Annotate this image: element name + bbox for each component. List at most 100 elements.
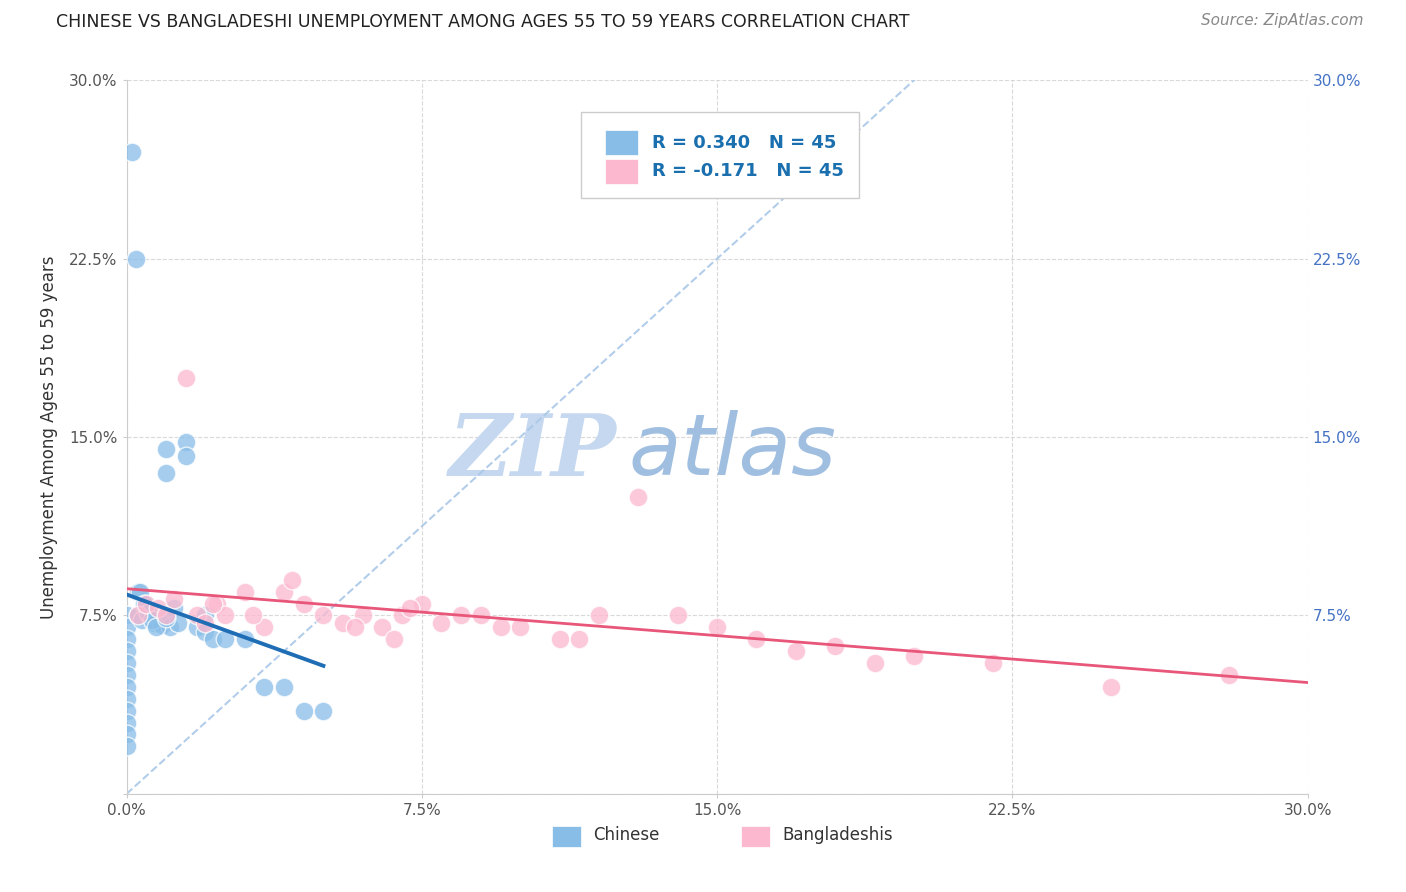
Point (205, 597, 228, 611)
Point (233, 584, 256, 599)
Point (129, 584, 152, 599)
Point (150, 618, 173, 632)
Point (233, 632, 256, 647)
Point (343, 620, 366, 634)
Point (155, 466, 177, 480)
Point (332, 615, 354, 630)
Point (135, 597, 157, 611)
Point (143, 615, 166, 630)
Point (163, 601, 186, 615)
Point (145, 620, 167, 634)
Text: Chinese: Chinese (593, 826, 659, 844)
Point (1099, 680, 1122, 694)
Point (292, 597, 315, 611)
Point (253, 680, 276, 694)
Point (981, 656, 1004, 670)
Point (588, 608, 610, 623)
Point (568, 632, 591, 647)
FancyBboxPatch shape (581, 112, 859, 198)
Point (186, 620, 208, 634)
Bar (551, 826, 581, 847)
Point (115, 668, 138, 682)
Point (450, 608, 472, 623)
Point (273, 680, 295, 694)
Point (214, 632, 236, 647)
Point (174, 434, 197, 449)
Point (115, 727, 138, 741)
Point (382, 632, 405, 647)
Point (411, 597, 433, 611)
Text: Source: ZipAtlas.com: Source: ZipAtlas.com (1201, 13, 1364, 29)
Point (146, 601, 169, 615)
Bar (605, 159, 638, 184)
Point (127, 608, 149, 623)
Point (115, 739, 138, 754)
Point (146, 611, 169, 625)
Point (115, 680, 138, 694)
Point (166, 615, 188, 630)
Point (548, 632, 571, 647)
Point (202, 597, 225, 611)
Point (115, 704, 138, 718)
Point (174, 370, 197, 384)
Point (155, 442, 177, 456)
Y-axis label: Unemployment Among Ages 55 to 59 years: Unemployment Among Ages 55 to 59 years (39, 255, 58, 619)
Point (470, 608, 492, 623)
Point (136, 606, 159, 620)
Point (194, 625, 217, 640)
Point (115, 715, 138, 730)
Text: atlas: atlas (628, 409, 837, 493)
Text: R = 0.340   N = 45: R = 0.340 N = 45 (652, 134, 837, 152)
Point (155, 608, 177, 623)
Point (371, 620, 394, 634)
Point (253, 620, 276, 634)
Point (352, 608, 374, 623)
Text: Bangladeshis: Bangladeshis (782, 826, 893, 844)
Point (139, 608, 162, 623)
Point (115, 644, 138, 658)
Point (134, 597, 156, 611)
Point (273, 584, 295, 599)
Point (627, 490, 650, 504)
Point (127, 584, 149, 599)
Point (141, 613, 163, 627)
Text: ZIP: ZIP (449, 409, 617, 493)
Point (242, 608, 264, 623)
Point (391, 608, 413, 623)
Point (163, 591, 186, 606)
Point (430, 615, 453, 630)
Point (863, 656, 886, 670)
Point (785, 644, 807, 658)
Point (292, 704, 315, 718)
Point (125, 252, 148, 266)
Point (115, 632, 138, 647)
Point (706, 620, 728, 634)
Bar (741, 826, 770, 847)
Point (115, 656, 138, 670)
Point (194, 615, 217, 630)
Text: R = -0.171   N = 45: R = -0.171 N = 45 (652, 162, 844, 180)
Point (312, 608, 335, 623)
Point (159, 620, 181, 634)
Point (155, 611, 177, 625)
Point (666, 608, 689, 623)
Point (131, 613, 153, 627)
Point (824, 640, 846, 654)
Point (186, 608, 208, 623)
Point (115, 620, 138, 634)
Point (903, 648, 925, 663)
Point (174, 449, 197, 463)
Point (115, 691, 138, 706)
Bar (605, 130, 638, 155)
Point (745, 632, 768, 647)
Point (194, 608, 217, 623)
Point (1218, 668, 1240, 682)
Point (135, 597, 157, 611)
Point (214, 608, 236, 623)
Point (202, 632, 225, 647)
Text: CHINESE VS BANGLADESHI UNEMPLOYMENT AMONG AGES 55 TO 59 YEARS CORRELATION CHART: CHINESE VS BANGLADESHI UNEMPLOYMENT AMON… (56, 13, 910, 31)
Point (121, 145, 143, 159)
Point (489, 620, 512, 634)
Point (115, 608, 138, 623)
Point (399, 601, 422, 615)
